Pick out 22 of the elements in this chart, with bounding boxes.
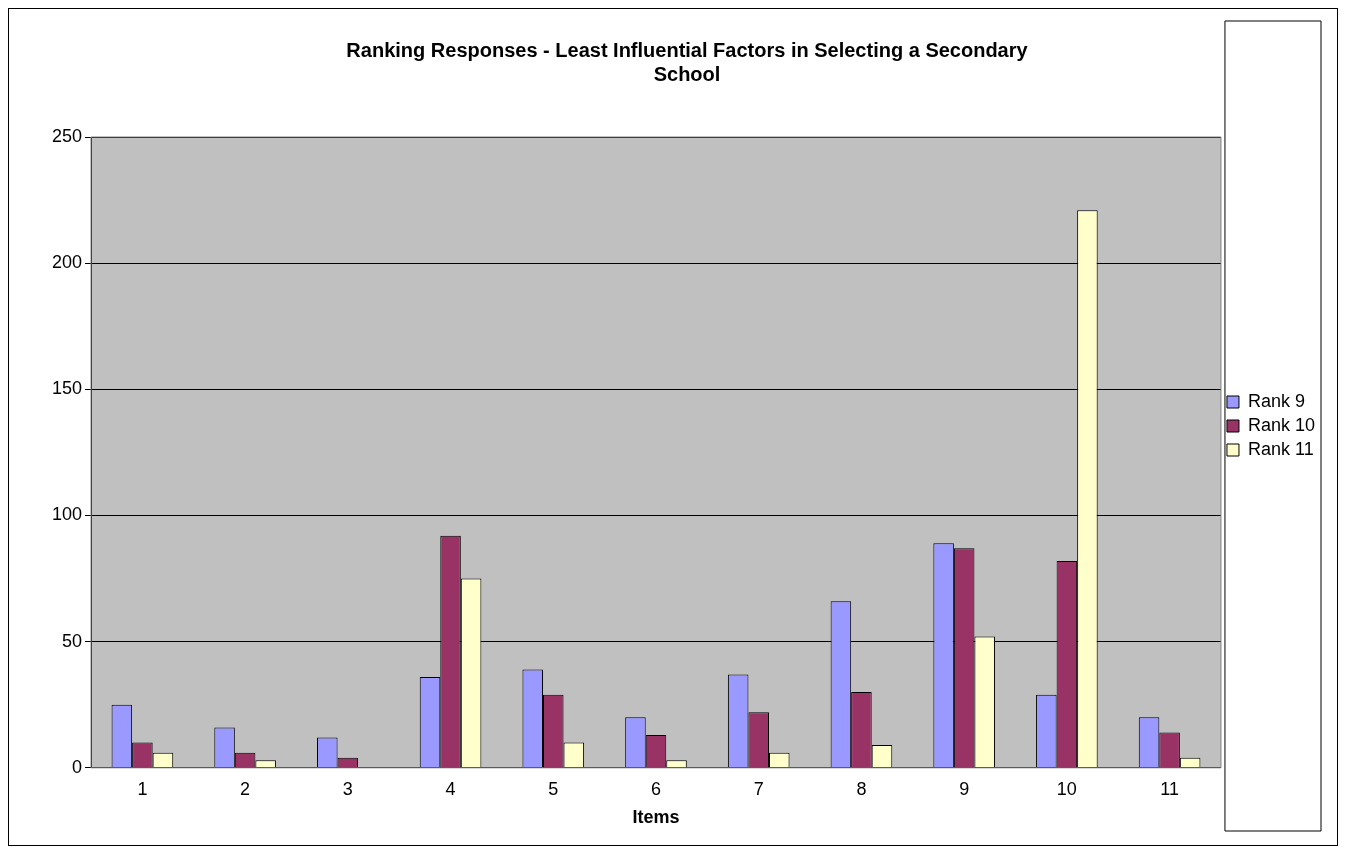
x-tick-label: 7 [753,778,764,799]
y-tick-label: 250 [51,125,83,146]
x-tick-label: 6 [650,778,661,799]
x-tick-label: 8 [856,778,867,799]
x-tick-label: 3 [342,778,353,799]
y-tick-label: 200 [51,252,83,273]
x-tick-label: 1 [137,778,148,799]
y-tick-label: 100 [51,504,83,525]
legend-label: Rank 11 [1247,438,1314,459]
x-axis-title: Items [632,807,680,828]
y-tick-label: 0 [72,756,83,777]
y-tick-label: 50 [62,630,83,651]
x-tick-label: 10 [1056,778,1077,799]
x-tick-label: 4 [445,778,456,799]
y-tick-label: 150 [51,378,83,399]
x-tick-label: 9 [959,778,970,799]
chart-title: Ranking Responses - Least Influential Factors in Selecting a Secondary School [346,38,1029,85]
x-tick-label: 11 [1160,778,1179,799]
legend-label: Rank 10 [1247,414,1315,435]
legend-label: Rank 9 [1247,390,1305,411]
x-tick-label: 5 [548,778,559,799]
x-tick-label: 2 [240,778,251,799]
